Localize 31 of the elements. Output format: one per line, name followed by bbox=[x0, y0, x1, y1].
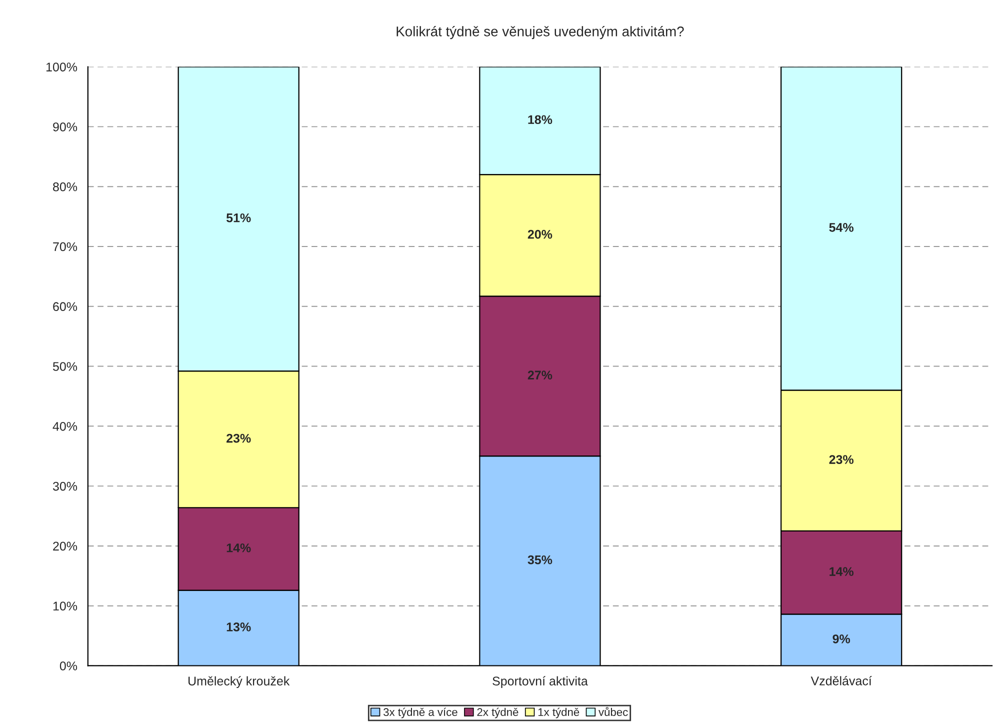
legend-label: 3x týdně a více bbox=[384, 708, 458, 718]
data-label: 13% bbox=[226, 622, 251, 632]
y-tick-label: 50% bbox=[52, 362, 78, 371]
y-tick-label: 40% bbox=[52, 422, 78, 431]
x-tick-label: Vzdělávací bbox=[810, 676, 872, 686]
y-tick-label: 70% bbox=[53, 242, 78, 252]
y-tick-label: 90% bbox=[53, 122, 78, 132]
y-tick-label: 80% bbox=[53, 182, 78, 192]
y-tick-label: 100% bbox=[46, 62, 78, 72]
data-label: 35% bbox=[528, 555, 552, 564]
data-label: 51% bbox=[226, 213, 251, 222]
legend-label: vůbec bbox=[598, 706, 628, 716]
data-label: 23% bbox=[829, 455, 854, 464]
data-label: 9% bbox=[832, 634, 850, 644]
legend-label: 2x týdně bbox=[477, 708, 518, 718]
data-label: 23% bbox=[226, 434, 251, 443]
y-tick-label: 60% bbox=[53, 302, 78, 312]
y-tick-label: 30% bbox=[52, 482, 78, 491]
data-label: 20% bbox=[528, 230, 552, 239]
data-label: 14% bbox=[226, 543, 251, 552]
legend-label: 1x týdně bbox=[538, 708, 580, 718]
data-label: 18% bbox=[528, 115, 552, 124]
data-label: 14% bbox=[830, 567, 854, 576]
chart-title: Kolikrát týdně se věnuješ uvedeným aktivitám? bbox=[396, 26, 684, 40]
x-tick-label: Umělecký kroužek bbox=[188, 676, 290, 688]
y-tick-label: 10% bbox=[53, 602, 78, 610]
y-tick-label: 20% bbox=[53, 542, 78, 551]
y-tick-label: 0% bbox=[60, 662, 78, 670]
data-label: 27% bbox=[528, 370, 552, 380]
data-label: 54% bbox=[829, 223, 854, 232]
x-tick-label: Sportovní aktivita bbox=[492, 676, 588, 688]
